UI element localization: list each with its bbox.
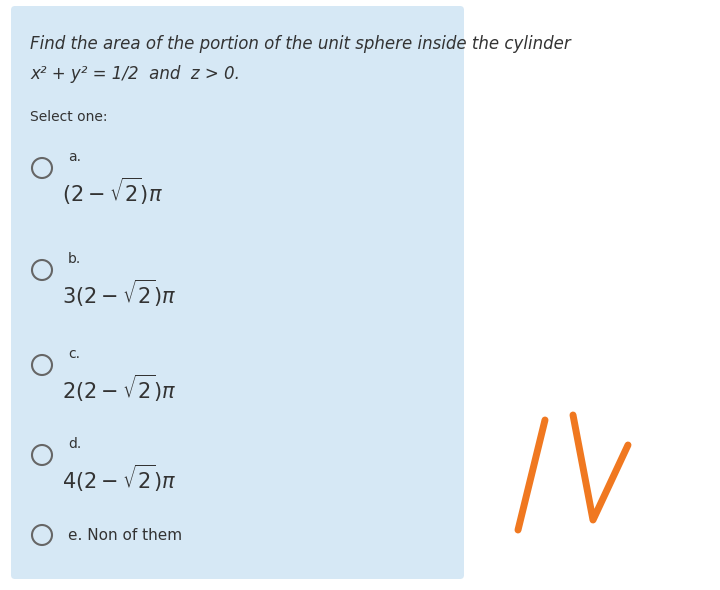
Text: b.: b. (68, 252, 81, 266)
Text: Select one:: Select one: (30, 110, 107, 124)
Text: $3(2-\sqrt{2})\pi$: $3(2-\sqrt{2})\pi$ (62, 278, 176, 309)
Text: d.: d. (68, 437, 81, 451)
Text: e. Non of them: e. Non of them (68, 527, 182, 542)
Text: $2(2-\sqrt{2})\pi$: $2(2-\sqrt{2})\pi$ (62, 373, 176, 404)
Text: $(2-\sqrt{2})\pi$: $(2-\sqrt{2})\pi$ (62, 176, 163, 207)
FancyBboxPatch shape (11, 6, 464, 579)
Text: Find the area of the portion of the unit sphere inside the cylinder: Find the area of the portion of the unit… (30, 35, 571, 53)
Text: x² + y² = 1/2  and  z > 0.: x² + y² = 1/2 and z > 0. (30, 65, 240, 83)
Text: c.: c. (68, 347, 80, 361)
Text: $4(2-\sqrt{2})\pi$: $4(2-\sqrt{2})\pi$ (62, 463, 176, 494)
Text: a.: a. (68, 150, 81, 164)
